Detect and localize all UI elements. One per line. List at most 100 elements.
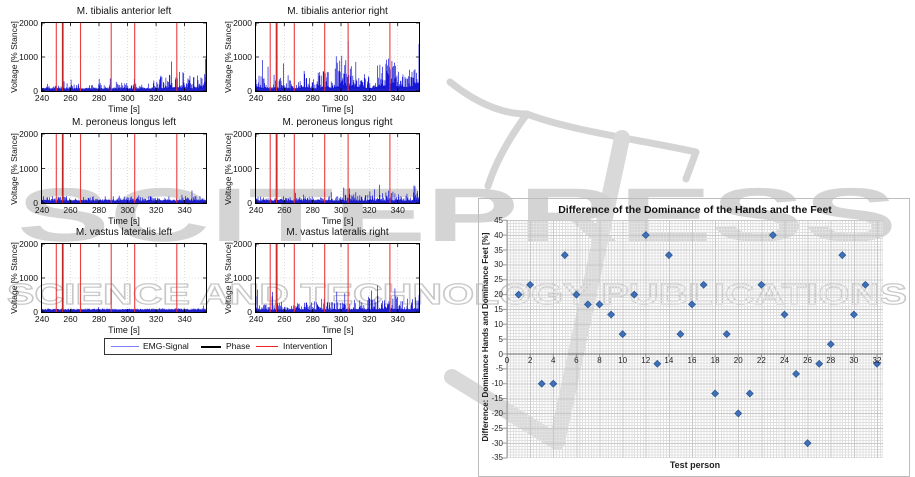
tick-label: 300	[333, 93, 349, 103]
dominance-scatter-chart: Difference of the Dominance of the Hands…	[478, 198, 910, 477]
tick-label: 1000	[19, 273, 38, 283]
tick-label: 30	[494, 260, 503, 270]
tick-label: 28	[826, 356, 836, 365]
tick-label: 22	[756, 356, 766, 365]
emg-signal-layer	[256, 134, 419, 203]
tick-label: 2000	[19, 239, 38, 249]
tick-label: 300	[333, 314, 349, 324]
tick-label: 1000	[19, 163, 38, 174]
emg-signal-layer	[256, 23, 419, 91]
emg-plot-vastus-lateralis-right: M. vastus lateralis right Voltage [% Sta…	[223, 227, 420, 335]
tick-label: 340	[390, 205, 405, 215]
scatter-points-layer	[503, 219, 883, 459]
tick-label: 320	[148, 314, 164, 324]
tick-label: 30	[849, 356, 859, 365]
emg-plot-tibialis-anterior-left: M. tibialis anterior left Voltage [% Sta…	[9, 6, 207, 114]
tick-label: -5	[495, 364, 503, 374]
tick-label: 320	[362, 93, 377, 103]
emg-legend: EMG-Signal Phase Intervention	[104, 338, 332, 355]
tick-label: 1000	[19, 52, 38, 62]
tick-label: 240	[248, 205, 264, 215]
tick-label: -35	[491, 453, 503, 463]
subplot-title: M. peroneus longus left	[72, 117, 176, 128]
tick-label: 12	[641, 356, 651, 365]
tick-label: 20	[733, 356, 743, 365]
tick-label: -25	[491, 423, 503, 433]
tick-label: 18	[710, 356, 720, 365]
subplot-title: M. tibialis anterior right	[287, 6, 388, 17]
tick-label: 280	[91, 205, 107, 215]
tick-label: 6	[574, 356, 579, 365]
emg-signal-layer	[256, 244, 419, 312]
chart-title: Difference of the Dominance of the Hands…	[558, 204, 832, 216]
tick-label: 260	[277, 205, 292, 215]
tick-label: 340	[177, 205, 192, 215]
x-axis-label: Time [s]	[321, 104, 354, 114]
scatter-data-points	[514, 231, 881, 448]
tick-label: 2000	[19, 129, 38, 139]
tick-label: 2000	[233, 18, 252, 28]
x-axis-label: Time [s]	[108, 216, 140, 226]
tick-label: 10	[494, 319, 503, 329]
tick-label: 5	[498, 334, 503, 344]
x-axis-label: Test person	[669, 460, 721, 470]
tick-label: 15	[494, 304, 503, 314]
tick-label: 25	[494, 275, 503, 285]
tick-label: 2000	[19, 18, 38, 28]
tick-label: 240	[34, 314, 50, 324]
legend-label-phase: Phase	[226, 341, 251, 351]
tick-label: 340	[177, 314, 192, 324]
tick-label: 0	[33, 86, 38, 96]
tick-label: 4	[551, 356, 556, 365]
x-axis-label: Time [s]	[108, 325, 140, 335]
tick-label: 24	[780, 356, 789, 365]
subplot-title: M. vastus lateralis right	[286, 227, 389, 238]
emg-plot-tibialis-anterior-right: M. tibialis anterior right Voltage [% St…	[223, 6, 420, 114]
tick-label: -30	[491, 438, 503, 448]
tick-label: 280	[91, 314, 107, 324]
tick-label: 300	[120, 314, 135, 324]
tick-label: 2000	[233, 129, 252, 139]
tick-label: 16	[687, 356, 697, 365]
tick-label: 26	[803, 356, 813, 365]
emg-signal-layer	[42, 23, 206, 91]
tick-label: 0	[33, 198, 38, 208]
emg-plot-peroneus-longus-left: M. peroneus longus left Voltage [% Stanc…	[9, 117, 207, 226]
intervention-line-sample	[256, 346, 278, 347]
tick-label: 260	[63, 314, 78, 324]
tick-label: 340	[177, 93, 192, 103]
emg-plot-vastus-lateralis-left: M. vastus lateralis left Voltage [% Stan…	[9, 227, 207, 335]
tick-label: 20	[494, 290, 503, 300]
tick-label: 340	[390, 314, 405, 324]
tick-label: 1000	[233, 52, 252, 62]
tick-label: 300	[120, 205, 135, 215]
tick-label: -15	[491, 394, 503, 404]
tick-label: -10	[491, 379, 503, 389]
tick-label: 240	[34, 205, 50, 215]
tick-label: 320	[148, 93, 164, 103]
tick-label: 40	[494, 230, 503, 240]
tick-label: 45	[494, 215, 503, 225]
tick-label: 0	[504, 356, 510, 365]
x-axis-label: Time [s]	[321, 325, 354, 335]
tick-label: 8	[597, 356, 602, 365]
tick-label: 260	[63, 205, 78, 215]
tick-label: 0	[247, 86, 252, 96]
tick-label: 1000	[233, 163, 252, 174]
tick-label: 320	[148, 205, 164, 215]
tick-label: 320	[362, 314, 377, 324]
subplot-title: M. vastus lateralis left	[75, 227, 173, 238]
tick-label: 0	[247, 198, 252, 208]
x-axis-label: Time [s]	[108, 104, 140, 114]
tick-label: 260	[63, 93, 78, 103]
tick-label: 320	[362, 205, 377, 215]
tick-label: 240	[248, 314, 264, 324]
tick-label: 35	[494, 245, 503, 255]
subplot-title: M. peroneus longus right	[282, 117, 393, 128]
tick-label: 260	[277, 314, 292, 324]
tick-label: 280	[91, 93, 107, 103]
tick-label: 32	[872, 356, 882, 365]
tick-label: 280	[305, 93, 320, 103]
emg-signal-layer	[42, 244, 206, 312]
